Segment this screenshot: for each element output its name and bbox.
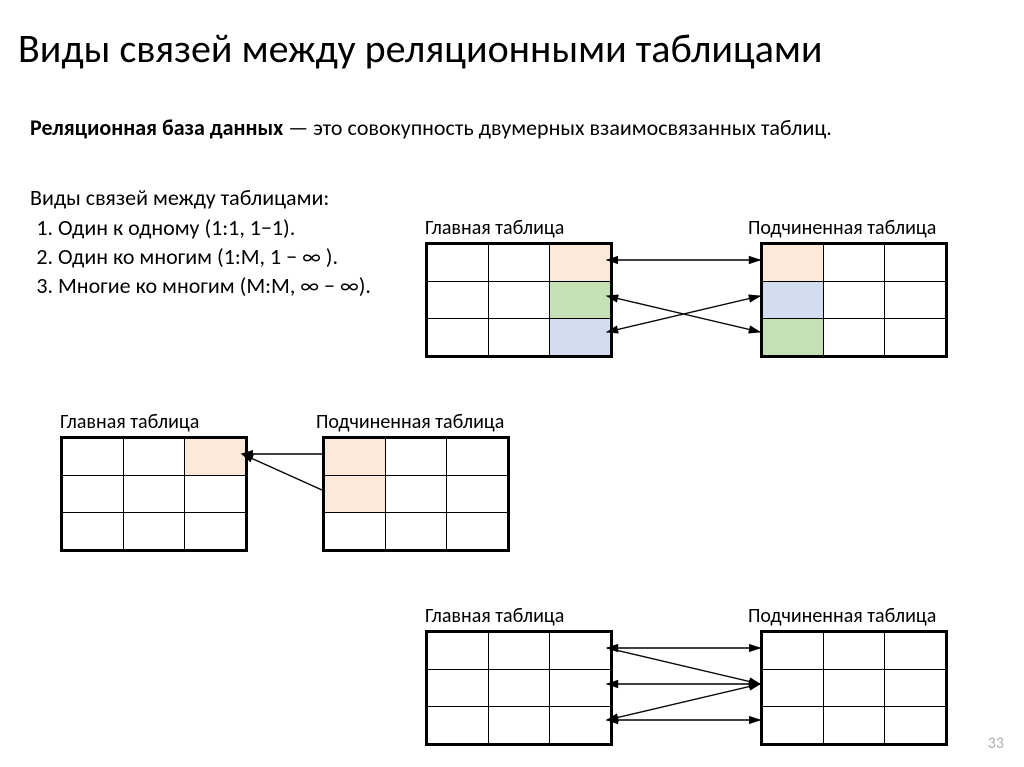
grid-cell xyxy=(185,439,246,476)
type-item-1: Один к одному (1:1, 1−1). xyxy=(58,214,371,241)
grid-cell xyxy=(763,282,824,319)
d2-sub-grid xyxy=(322,436,510,557)
grid-cell xyxy=(428,245,489,282)
page-number: 33 xyxy=(988,734,1004,753)
grid-cell xyxy=(489,282,550,319)
grid-cell xyxy=(63,513,124,550)
grid-cell xyxy=(885,245,946,282)
grid-cell xyxy=(428,633,489,670)
grid-cell xyxy=(550,319,611,356)
grid-cell xyxy=(824,245,885,282)
grid-cell xyxy=(124,513,185,550)
d3-sub-grid xyxy=(760,630,948,751)
grid-cell xyxy=(763,245,824,282)
grid-cell xyxy=(386,439,447,476)
grid-cell xyxy=(63,476,124,513)
grid-cell xyxy=(885,633,946,670)
grid-cell xyxy=(124,476,185,513)
d1-main-grid xyxy=(425,242,613,363)
grid-cell xyxy=(428,670,489,707)
d2-sub-label: Подчиненная таблица xyxy=(316,410,504,434)
relation-arrow xyxy=(607,296,760,332)
grid-cell xyxy=(185,476,246,513)
grid-cell xyxy=(447,476,508,513)
d2-main-label: Главная таблица xyxy=(60,410,199,434)
grid-cell xyxy=(550,633,611,670)
grid-cell xyxy=(63,439,124,476)
grid-cell xyxy=(489,319,550,356)
grid-cell xyxy=(489,670,550,707)
relation-arrow xyxy=(607,684,760,720)
d1-main-label: Главная таблица xyxy=(425,216,564,240)
grid-cell xyxy=(763,633,824,670)
type-item-3: Многие ко многим (M:M, ∞ − ∞). xyxy=(58,272,371,299)
types-list: Один к одному (1:1, 1−1). Один ко многим… xyxy=(30,214,371,301)
d1-sub-label: Подчиненная таблица xyxy=(748,216,936,240)
grid-cell xyxy=(763,670,824,707)
grid-cell xyxy=(325,476,386,513)
d1-sub-grid xyxy=(760,242,948,363)
definition-rest: — это совокупность двумерных взаимосвяза… xyxy=(283,114,832,141)
types-heading: Виды связей между таблицами: xyxy=(30,184,329,211)
grid-cell xyxy=(325,439,386,476)
grid-cell xyxy=(386,476,447,513)
grid-cell xyxy=(824,670,885,707)
grid-cell xyxy=(885,319,946,356)
d3-main-label: Главная таблица xyxy=(425,604,564,628)
definition-bold: Реляционная база данных xyxy=(30,114,283,141)
grid-cell xyxy=(885,670,946,707)
d3-main-grid xyxy=(425,630,613,751)
d3-sub-label: Подчиненная таблица xyxy=(748,604,936,628)
type-item-2: Один ко многим (1:M, 1 − ∞ ). xyxy=(58,243,371,270)
grid-cell xyxy=(550,282,611,319)
grid-cell xyxy=(489,633,550,670)
definition-text: Реляционная база данных — это совокупнос… xyxy=(30,114,832,141)
grid-cell xyxy=(428,282,489,319)
relation-arrow xyxy=(607,296,760,332)
grid-cell xyxy=(386,513,447,550)
grid-cell xyxy=(447,439,508,476)
relation-arrow xyxy=(242,454,322,490)
grid-cell xyxy=(124,439,185,476)
grid-cell xyxy=(185,513,246,550)
grid-cell xyxy=(550,245,611,282)
d2-main-grid xyxy=(60,436,248,557)
page-title: Виды связей между реляционными таблицами xyxy=(18,24,823,73)
grid-cell xyxy=(325,513,386,550)
relation-arrow xyxy=(607,648,760,684)
grid-cell xyxy=(885,282,946,319)
grid-cell xyxy=(428,707,489,744)
grid-cell xyxy=(550,707,611,744)
grid-cell xyxy=(763,319,824,356)
grid-cell xyxy=(824,319,885,356)
grid-cell xyxy=(763,707,824,744)
grid-cell xyxy=(489,707,550,744)
grid-cell xyxy=(447,513,508,550)
grid-cell xyxy=(824,633,885,670)
grid-cell xyxy=(824,282,885,319)
grid-cell xyxy=(824,707,885,744)
grid-cell xyxy=(489,245,550,282)
grid-cell xyxy=(428,319,489,356)
grid-cell xyxy=(885,707,946,744)
grid-cell xyxy=(550,670,611,707)
